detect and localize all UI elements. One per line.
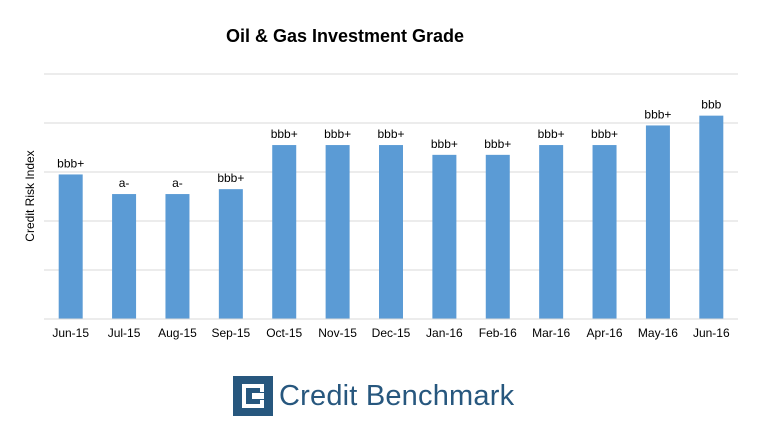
x-tick-label: Feb-16 [479,326,517,340]
brand: Credit Benchmark [233,376,514,416]
x-tick-label: Dec-15 [372,326,411,340]
bar-sep-15 [218,189,243,319]
data-labels: bbb+ a-a-bbb+ bbb+ bbb+ bbb+ bbb+ bbb+ bbb+ bbb+… [57,98,721,190]
bar-feb-16 [485,154,510,319]
data-label: bbb+ [324,127,351,141]
x-tick-label: Aug-15 [158,326,197,340]
bar-jan-16 [432,154,457,319]
data-label: bbb+ [484,137,511,151]
data-label: bbb+ [217,171,244,185]
chart-title: Oil & Gas Investment Grade [225,26,465,46]
bar-oct-15 [272,145,297,319]
y-axis-label: Credit Risk Index [23,150,37,241]
bar-apr-16 [592,145,617,319]
x-tick-labels: Jun-15 Jul-15 Aug-15 Sep-15 Oct-15 Nov-15 Dec-… [52,326,730,340]
data-label: bbb+ [57,156,84,170]
x-tick-label: Jun-16 [693,326,730,340]
data-label: a- [172,176,183,190]
x-tick-label: May-16 [638,326,678,340]
data-label: bbb+ [271,127,298,141]
bar-jun-15 [58,174,83,319]
bar-nov-15 [325,145,350,319]
x-tick-label: Sep-15 [211,326,250,340]
credit-benchmark-logo-icon [233,376,273,416]
data-label: bbb+ [431,137,458,151]
bar-jul-15 [112,194,137,319]
data-label: bbb+ [644,107,671,121]
bar-jun-16 [699,115,724,320]
x-tick-label: Jul-15 [108,326,141,340]
data-label: bbb+ [377,127,404,141]
data-label: bbb+ [591,127,618,141]
x-tick-label: Mar-16 [532,326,570,340]
bar-chart: bbb+ a-a-bbb+ bbb+ bbb+ bbb+ bbb+ bbb+ bbb+ bbb+… [23,73,738,340]
bar-aug-15 [165,194,190,319]
bar-dec-15 [379,145,403,319]
x-tick-label: Nov-15 [318,326,357,340]
bar-may-16 [645,125,670,319]
x-tick-label: Jan-16 [426,326,463,340]
data-label: bbb+ [538,127,565,141]
x-tick-label: Jun-15 [52,326,89,340]
data-label: a- [119,176,130,190]
x-tick-label: Oct-15 [266,326,302,340]
bar-mar-16 [539,145,564,319]
x-tick-label: Apr-16 [587,326,623,340]
data-label: bbb [701,98,721,112]
bars [58,115,724,320]
brand-name: Credit Benchmark [279,379,515,412]
